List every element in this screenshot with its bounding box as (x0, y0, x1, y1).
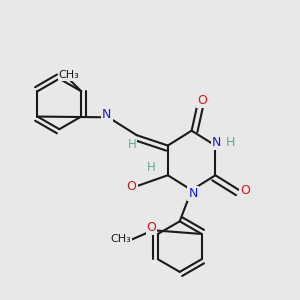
Text: H: H (226, 136, 236, 149)
Text: CH₃: CH₃ (59, 70, 80, 80)
Text: H: H (128, 138, 136, 151)
Text: N: N (102, 108, 112, 121)
Text: N: N (188, 187, 198, 200)
Text: O: O (197, 94, 207, 107)
Text: N: N (212, 136, 222, 149)
Text: O: O (146, 221, 156, 234)
Text: O: O (127, 180, 136, 193)
Text: CH₃: CH₃ (110, 234, 131, 244)
Text: O: O (240, 184, 250, 196)
Text: H: H (147, 161, 156, 174)
